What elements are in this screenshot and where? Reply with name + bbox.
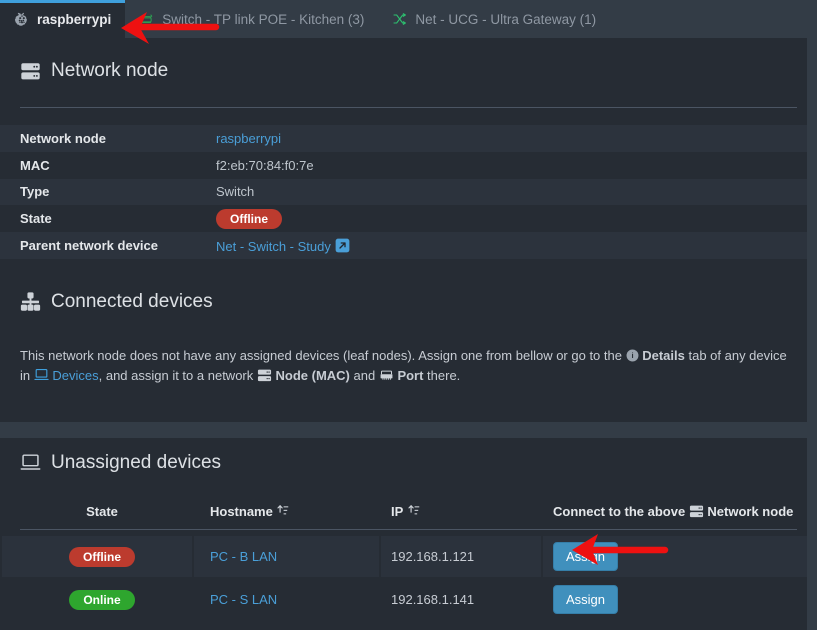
- svg-text:i: i: [631, 351, 633, 360]
